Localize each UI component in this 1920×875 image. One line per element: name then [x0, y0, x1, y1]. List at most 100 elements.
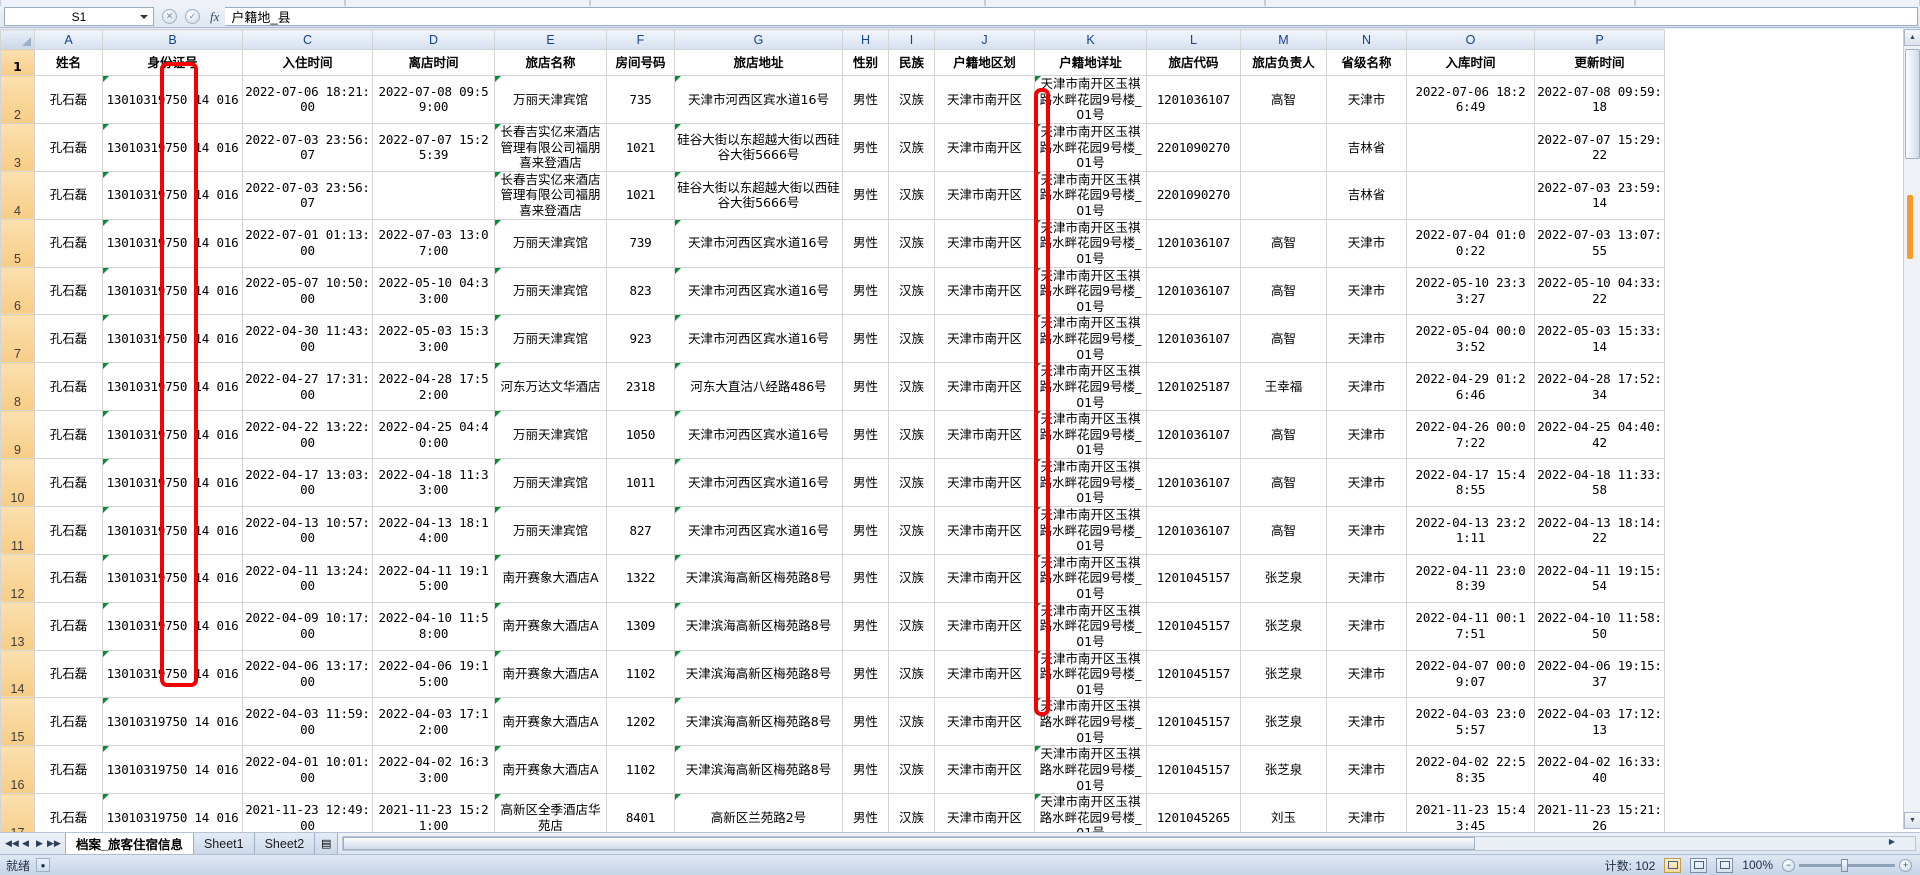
- cell-p6[interactable]: 2022-05-10 04:33:22: [1534, 266, 1665, 316]
- cell-d11[interactable]: 2022-04-13 18:14:00: [372, 505, 495, 555]
- table-row[interactable]: 10 孔石磊 13010319750 14 016 2022-04-17 13:03:…: [0, 458, 1665, 507]
- row-header-12[interactable]: 12: [0, 553, 35, 603]
- cell-a7[interactable]: 孔石磊: [34, 314, 103, 364]
- cell-g10[interactable]: 天津市河西区宾水道16号: [674, 458, 843, 507]
- cell-h10[interactable]: 男性: [842, 458, 889, 507]
- cell-n9[interactable]: 天津市: [1326, 410, 1407, 459]
- row-header-13[interactable]: 13: [0, 601, 35, 651]
- cell-m6[interactable]: 高智: [1240, 266, 1327, 316]
- cell-b13[interactable]: 13010319750 14 016: [102, 601, 243, 651]
- table-row[interactable]: 15 孔石磊 13010319750 14 016 2022-04-03 11:59:…: [0, 697, 1665, 747]
- cell-g15[interactable]: 天津滨海高新区梅苑路8号: [674, 697, 843, 747]
- cell-c8[interactable]: 2022-04-27 17:31:00: [242, 362, 373, 412]
- cell-k2[interactable]: 天津市南开区玉祺路水畔花园9号楼_01号: [1034, 75, 1147, 124]
- cell-j16[interactable]: 天津市南开区: [934, 745, 1035, 795]
- cell-i9[interactable]: 汉族: [888, 410, 935, 459]
- cell-k9[interactable]: 天津市南开区玉祺路水畔花园9号楼_01号: [1034, 410, 1147, 459]
- row-header-1[interactable]: 1: [0, 49, 35, 76]
- nav-last-icon[interactable]: ▶▶: [47, 838, 61, 848]
- cell-c15[interactable]: 2022-04-03 11:59:00: [242, 697, 373, 747]
- cancel-icon[interactable]: ✕: [162, 9, 177, 24]
- cell-m2[interactable]: 高智: [1240, 75, 1327, 124]
- cell-d6[interactable]: 2022-05-10 04:33:00: [372, 266, 495, 316]
- column-header-k[interactable]: K: [1034, 29, 1147, 50]
- cell-o15[interactable]: 2022-04-03 23:05:57: [1406, 697, 1535, 747]
- cell-m12[interactable]: 张芝泉: [1240, 553, 1327, 603]
- cell-o3[interactable]: [1406, 122, 1535, 172]
- cell-f2[interactable]: 735: [606, 75, 675, 124]
- table-row[interactable]: 9 孔石磊 13010319750 14 016 2022-04-22 13:22:0…: [0, 410, 1665, 459]
- chevron-down-icon[interactable]: [140, 15, 148, 19]
- zoom-in-icon[interactable]: +: [1899, 858, 1912, 872]
- cell-j15[interactable]: 天津市南开区: [934, 697, 1035, 747]
- cell-k13[interactable]: 天津市南开区玉祺路水畔花园9号楼_01号: [1034, 601, 1147, 651]
- table-row[interactable]: 11 孔石磊 13010319750 14 016 2022-04-13 10:57:…: [0, 505, 1665, 555]
- cell-i6[interactable]: 汉族: [888, 266, 935, 316]
- table-row[interactable]: 12 孔石磊 13010319750 14 016 2022-04-11 13:24:…: [0, 553, 1665, 603]
- row-header-4[interactable]: 4: [0, 170, 35, 220]
- cell-h11[interactable]: 男性: [842, 505, 889, 555]
- cell-b6[interactable]: 13010319750 14 016: [102, 266, 243, 316]
- cell-k4[interactable]: 天津市南开区玉祺路水畔花园9号楼_01号: [1034, 170, 1147, 220]
- cell-d7[interactable]: 2022-05-03 15:33:00: [372, 314, 495, 364]
- cell-b9[interactable]: 13010319750 14 016: [102, 410, 243, 459]
- header-cell-e[interactable]: 旅店名称: [494, 49, 607, 76]
- cell-i11[interactable]: 汉族: [888, 505, 935, 555]
- cell-h4[interactable]: 男性: [842, 170, 889, 220]
- cell-b3[interactable]: 13010319750 14 016: [102, 122, 243, 172]
- cell-o6[interactable]: 2022-05-10 23:33:27: [1406, 266, 1535, 316]
- horizontal-scrollbar[interactable]: ▶: [342, 836, 1916, 851]
- cell-a8[interactable]: 孔石磊: [34, 362, 103, 412]
- cell-b5[interactable]: 13010319750 14 016: [102, 218, 243, 268]
- cell-n13[interactable]: 天津市: [1326, 601, 1407, 651]
- cell-g3[interactable]: 硅谷大街以东超越大街以西硅谷大街5666号: [674, 122, 843, 172]
- cell-l10[interactable]: 1201036107: [1146, 458, 1241, 507]
- column-header-g[interactable]: G: [674, 29, 843, 50]
- column-header-e[interactable]: E: [494, 29, 607, 50]
- view-page-break-icon[interactable]: [1716, 857, 1734, 873]
- table-row[interactable]: 14 孔石磊 13010319750 14 016 2022-04-06 13:17:…: [0, 649, 1665, 699]
- cell-n2[interactable]: 天津市: [1326, 75, 1407, 124]
- cell-c14[interactable]: 2022-04-06 13:17:00: [242, 649, 373, 699]
- cell-h12[interactable]: 男性: [842, 553, 889, 603]
- cell-f16[interactable]: 1102: [606, 745, 675, 795]
- row-header-6[interactable]: 6: [0, 266, 35, 316]
- cell-l3[interactable]: 2201090270: [1146, 122, 1241, 172]
- cell-c5[interactable]: 2022-07-01 01:13:00: [242, 218, 373, 268]
- cell-f11[interactable]: 827: [606, 505, 675, 555]
- cell-e10[interactable]: 万丽天津宾馆: [494, 458, 607, 507]
- header-cell-m[interactable]: 旅店负责人: [1240, 49, 1327, 76]
- column-header-m[interactable]: M: [1240, 29, 1327, 50]
- cell-p2[interactable]: 2022-07-08 09:59:18: [1534, 75, 1665, 124]
- cell-a11[interactable]: 孔石磊: [34, 505, 103, 555]
- cell-g16[interactable]: 天津滨海高新区梅苑路8号: [674, 745, 843, 795]
- scroll-right-icon[interactable]: ▶: [1888, 837, 1896, 846]
- scroll-up-icon[interactable]: ▲: [1904, 29, 1920, 46]
- table-row[interactable]: 4 孔石磊 13010319750 14 016 2022-07-03 23:56:0…: [0, 170, 1665, 220]
- cell-l8[interactable]: 1201025187: [1146, 362, 1241, 412]
- cell-k10[interactable]: 天津市南开区玉祺路水畔花园9号楼_01号: [1034, 458, 1147, 507]
- cell-o13[interactable]: 2022-04-11 00:17:51: [1406, 601, 1535, 651]
- cell-k11[interactable]: 天津市南开区玉祺路水畔花园9号楼_01号: [1034, 505, 1147, 555]
- header-cell-a[interactable]: 姓名: [34, 49, 103, 76]
- cell-m9[interactable]: 高智: [1240, 410, 1327, 459]
- cell-m10[interactable]: 高智: [1240, 458, 1327, 507]
- cell-c7[interactable]: 2022-04-30 11:43:00: [242, 314, 373, 364]
- worksheet-grid[interactable]: A B C D E F G H I J K L M N O P 1 姓名 身份证号 入住时间 离店时间 旅店名称 房间号码旅…: [0, 29, 1920, 842]
- cell-p8[interactable]: 2022-04-28 17:52:34: [1534, 362, 1665, 412]
- table-row[interactable]: 13 孔石磊 13010319750 14 016 2022-04-09 10:17:…: [0, 601, 1665, 651]
- insert-function-icon[interactable]: fx: [210, 8, 220, 24]
- cell-h8[interactable]: 男性: [842, 362, 889, 412]
- header-cell-n[interactable]: 省级名称: [1326, 49, 1407, 76]
- cell-n16[interactable]: 天津市: [1326, 745, 1407, 795]
- cell-k16[interactable]: 天津市南开区玉祺路水畔花园9号楼_01号: [1034, 745, 1147, 795]
- cell-a14[interactable]: 孔石磊: [34, 649, 103, 699]
- cell-o5[interactable]: 2022-07-04 01:00:22: [1406, 218, 1535, 268]
- table-row[interactable]: 16 孔石磊 13010319750 14 016 2022-04-01 10:01:…: [0, 745, 1665, 795]
- header-cell-b[interactable]: 身份证号: [102, 49, 243, 76]
- cell-e12[interactable]: 南开赛象大酒店A: [494, 553, 607, 603]
- cell-a2[interactable]: 孔石磊: [34, 75, 103, 124]
- table-row[interactable]: 5 孔石磊 13010319750 14 016 2022-07-01 01:13:0…: [0, 218, 1665, 268]
- horizontal-scroll-thumb[interactable]: [343, 837, 1475, 850]
- header-cell-d[interactable]: 离店时间: [372, 49, 495, 76]
